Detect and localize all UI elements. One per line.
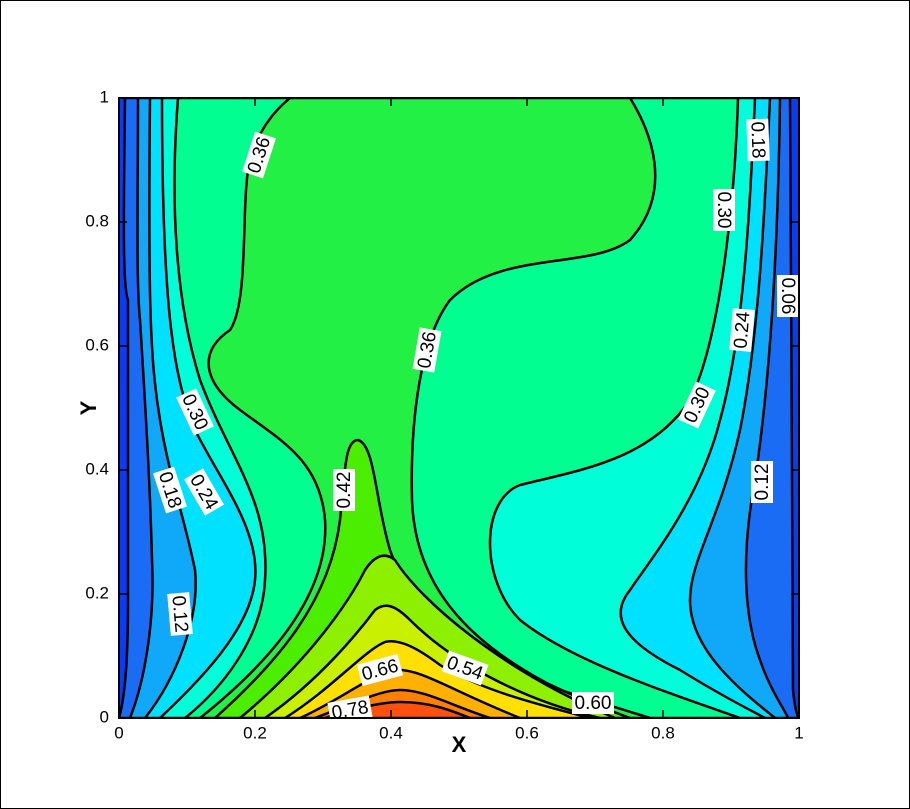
contour-label-bg <box>176 388 214 436</box>
contour-label-bg <box>412 327 442 373</box>
contour-label: 0.18 <box>746 118 770 162</box>
contour-label-bg <box>167 592 193 636</box>
contour-label-bg <box>153 466 187 514</box>
contour-label-text: 0.24 <box>730 310 754 349</box>
contour-label-bg <box>242 131 276 179</box>
contour-label-bg <box>572 692 614 714</box>
contour-label-bg <box>678 381 716 429</box>
contour-label-bg <box>183 468 225 516</box>
contour-label: 0.30 <box>713 189 735 231</box>
x-tick-label: 0 <box>114 723 123 742</box>
contour-label-text: 0.60 <box>575 693 612 714</box>
contour-label-text: 0.12 <box>167 595 191 634</box>
y-tick-label: 0 <box>100 707 109 726</box>
contour-label-bg <box>441 650 489 686</box>
x-tick-label: 1 <box>794 723 803 742</box>
x-tick-label: 0.8 <box>651 723 675 742</box>
contour-label: 0.30 <box>678 381 716 429</box>
contour-label: 0.42 <box>333 469 355 511</box>
x-tick-label: 0.4 <box>379 723 403 742</box>
x-axis-title: X <box>452 732 467 757</box>
y-tick-label: 0.8 <box>85 211 109 230</box>
x-tick-label: 0.2 <box>243 723 267 742</box>
contour-label: 0.36 <box>412 327 442 373</box>
y-tick-label: 0.2 <box>85 583 109 602</box>
plot-area <box>119 98 799 718</box>
contour-label: 0.12 <box>167 592 193 636</box>
y-axis-title: Y <box>76 400 101 415</box>
contour-label-bg <box>751 461 773 503</box>
contour-label-bg <box>777 275 799 317</box>
contour-label: 0.06 <box>777 275 799 317</box>
contour-label-text: 0.18 <box>746 121 768 159</box>
y-tick-label: 0.4 <box>85 459 109 478</box>
contour-label: 0.60 <box>572 692 614 714</box>
contour-labels: 0.36 0.180.300.060.240.300.120.360.420.30… <box>153 118 799 725</box>
contour-label: 0.24 <box>729 308 755 352</box>
contour-label-bg <box>356 653 404 687</box>
contour-label-text: 0.06 <box>777 278 798 315</box>
contour-label: 0.54 <box>441 650 489 686</box>
contour-label-text: 0.30 <box>713 192 734 229</box>
axes-frame <box>118 97 800 719</box>
contour-label: 0.12 <box>751 461 773 503</box>
contour-label-bg <box>746 118 770 162</box>
y-tick-label: 0.6 <box>85 335 109 354</box>
contour-label-bg <box>729 308 755 352</box>
contour-label-bg <box>713 189 735 231</box>
contour-label-bg <box>333 469 355 511</box>
x-tick-label: 0.6 <box>515 723 539 742</box>
contour-label-text: 0.12 <box>752 464 773 501</box>
y-tick-label: 1 <box>100 87 109 106</box>
contour-label-text: 0.42 <box>334 472 355 509</box>
